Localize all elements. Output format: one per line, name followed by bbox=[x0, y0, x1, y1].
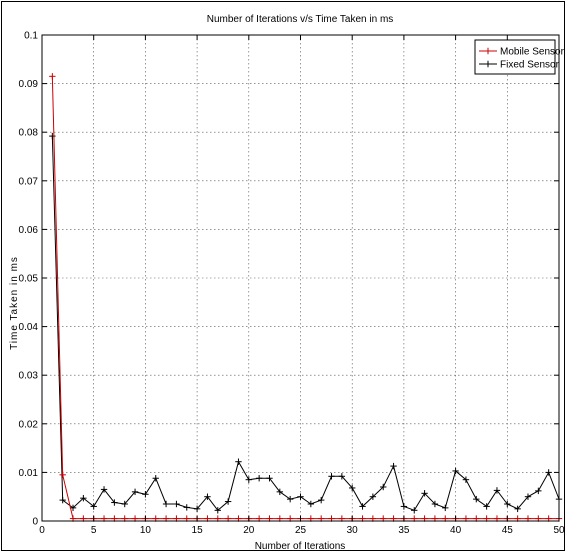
data-point bbox=[142, 491, 149, 498]
y-axis-ticks: 0 0.01 0.02 0.03 0.04 0.05 0.06 0.07 0.08 0.09 0.1 bbox=[19, 31, 559, 528]
x-tick-label: 45 bbox=[502, 525, 514, 536]
data-point bbox=[535, 487, 542, 495]
legend-marker bbox=[484, 60, 492, 68]
series-fixed-sensor bbox=[49, 132, 563, 514]
y-tick-label: 0.04 bbox=[19, 322, 39, 333]
data-point bbox=[59, 471, 66, 479]
data-point bbox=[276, 488, 284, 496]
y-tick-label: 0.02 bbox=[19, 419, 39, 430]
data-point bbox=[266, 475, 273, 482]
data-point bbox=[193, 505, 201, 513]
data-point bbox=[245, 476, 252, 483]
data-point bbox=[111, 499, 118, 506]
data-point bbox=[173, 500, 180, 508]
y-tick-label: 0.05 bbox=[19, 274, 39, 285]
data-point bbox=[421, 490, 428, 497]
y-tick-label: 0 bbox=[32, 517, 38, 528]
legend-box bbox=[474, 39, 556, 75]
x-axis-label: Number of Iterations bbox=[255, 541, 346, 552]
legend-item: Mobile Sensor bbox=[479, 47, 565, 58]
data-point bbox=[255, 475, 263, 482]
data-point bbox=[286, 495, 294, 503]
data-point bbox=[411, 507, 418, 514]
y-axis-label: Time Taken in ms bbox=[9, 256, 20, 350]
data-point bbox=[431, 500, 439, 508]
data-point bbox=[338, 473, 346, 480]
data-point bbox=[80, 494, 87, 502]
y-tick-label: 0.06 bbox=[19, 225, 39, 236]
y-tick-label: 0.07 bbox=[19, 176, 39, 187]
data-point bbox=[380, 483, 387, 491]
y-tick-label: 0.09 bbox=[19, 79, 39, 90]
chart-title: Number of Iterations v/s Time Taken in m… bbox=[207, 14, 394, 25]
data-point bbox=[307, 500, 315, 508]
data-point bbox=[162, 500, 170, 508]
data-point bbox=[152, 475, 159, 482]
data-point bbox=[100, 486, 108, 493]
data-point bbox=[483, 503, 490, 510]
data-point bbox=[452, 467, 459, 475]
grid-lines bbox=[42, 35, 559, 521]
x-tick-label: 30 bbox=[347, 525, 359, 536]
x-tick-label: 5 bbox=[91, 525, 97, 536]
data-point bbox=[349, 484, 356, 492]
x-tick-label: 50 bbox=[553, 525, 565, 536]
data-point bbox=[49, 132, 56, 140]
data-point bbox=[473, 495, 480, 503]
legend-label: Fixed Sensor bbox=[500, 60, 560, 71]
x-tick-label: 20 bbox=[243, 525, 255, 536]
data-point bbox=[390, 462, 397, 470]
x-tick-label: 35 bbox=[398, 525, 410, 536]
data-point bbox=[297, 493, 304, 500]
data-point bbox=[493, 487, 501, 494]
data-point bbox=[400, 503, 408, 510]
data-point bbox=[514, 505, 521, 513]
x-tick-label: 25 bbox=[295, 525, 307, 536]
x-tick-label: 40 bbox=[450, 525, 462, 536]
data-point bbox=[121, 500, 128, 508]
x-tick-label: 10 bbox=[140, 525, 152, 536]
data-point bbox=[59, 496, 66, 504]
data-point bbox=[204, 493, 211, 500]
data-point bbox=[359, 503, 366, 510]
x-tick-label: 15 bbox=[192, 525, 204, 536]
data-point bbox=[224, 498, 232, 505]
y-tick-label: 0.1 bbox=[24, 31, 38, 42]
data-point bbox=[369, 493, 377, 500]
data-point bbox=[545, 469, 552, 476]
legend-item: Fixed Sensor bbox=[479, 60, 560, 71]
data-point bbox=[90, 503, 97, 510]
data-point bbox=[317, 496, 325, 504]
data-point bbox=[462, 476, 470, 483]
y-tick-label: 0.08 bbox=[19, 128, 39, 139]
data-point bbox=[328, 473, 335, 480]
legend: Mobile Sensor Fixed Sensor bbox=[474, 39, 565, 75]
data-point bbox=[504, 500, 511, 508]
data-point bbox=[214, 507, 221, 514]
y-tick-label: 0.03 bbox=[19, 371, 39, 382]
data-point bbox=[183, 504, 190, 511]
y-tick-label: 0.01 bbox=[19, 468, 39, 479]
legend-label: Mobile Sensor bbox=[500, 47, 565, 58]
x-axis-ticks: 0 5 10 15 20 25 30 35 40 45 50 bbox=[39, 35, 565, 536]
data-point bbox=[49, 73, 56, 80]
legend-marker bbox=[484, 47, 492, 55]
x-tick-label: 0 bbox=[39, 525, 45, 536]
data-point bbox=[524, 493, 532, 500]
data-point bbox=[131, 488, 139, 496]
data-point bbox=[235, 458, 242, 465]
data-point bbox=[442, 504, 449, 512]
